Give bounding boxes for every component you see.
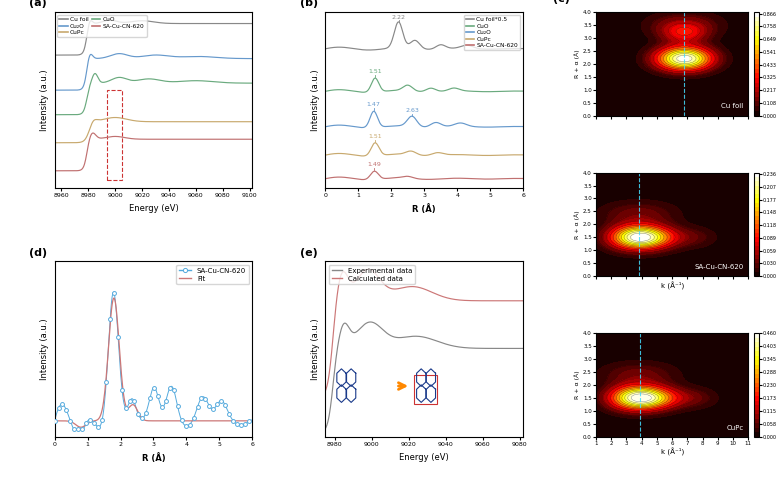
Text: Cu foil: Cu foil	[721, 103, 744, 109]
X-axis label: k (Å⁻¹): k (Å⁻¹)	[661, 447, 684, 456]
Text: 2.22: 2.22	[392, 14, 406, 20]
Y-axis label: R + α (Å): R + α (Å)	[575, 49, 580, 78]
Text: (b): (b)	[300, 0, 318, 9]
Text: (c): (c)	[553, 0, 570, 4]
Y-axis label: Intensity (a.u.): Intensity (a.u.)	[311, 69, 319, 131]
Text: 1.47: 1.47	[367, 102, 381, 108]
Text: 2.63: 2.63	[405, 108, 419, 113]
Y-axis label: Intensity (a.u.): Intensity (a.u.)	[311, 318, 319, 380]
Y-axis label: R + α (Å): R + α (Å)	[575, 210, 580, 239]
Text: SA-Cu-CN-620: SA-Cu-CN-620	[694, 264, 744, 270]
Legend: Cu foil*0.5, CuO, Cu₂O, CuPc, SA-Cu-CN-620: Cu foil*0.5, CuO, Cu₂O, CuPc, SA-Cu-CN-6…	[464, 15, 520, 50]
Text: 1.49: 1.49	[368, 162, 382, 168]
Text: (e): (e)	[300, 248, 317, 258]
Text: CuPc: CuPc	[727, 425, 744, 431]
X-axis label: R (Å): R (Å)	[142, 453, 165, 463]
Y-axis label: Intensity (a.u.): Intensity (a.u.)	[40, 69, 49, 131]
Legend: SA-Cu-CN-620, Fit: SA-Cu-CN-620, Fit	[176, 265, 249, 284]
Text: (d): (d)	[29, 248, 47, 258]
Bar	[107, 90, 122, 180]
Text: 1.51: 1.51	[368, 134, 382, 139]
Text: 1.51: 1.51	[368, 69, 382, 74]
Y-axis label: Intensity (a.u.): Intensity (a.u.)	[40, 318, 49, 380]
Legend: Experimental data, Calculated data: Experimental data, Calculated data	[329, 265, 414, 284]
Text: (a): (a)	[29, 0, 47, 9]
X-axis label: k (Å⁻¹): k (Å⁻¹)	[661, 282, 684, 290]
X-axis label: R (Å): R (Å)	[412, 204, 436, 214]
Y-axis label: R + α (Å): R + α (Å)	[575, 371, 580, 399]
X-axis label: Energy (eV): Energy (eV)	[400, 453, 449, 462]
Legend: Cu foil, Cu₂O, CuPc, CuO, SA-Cu-CN-620: Cu foil, Cu₂O, CuPc, CuO, SA-Cu-CN-620	[58, 15, 146, 37]
X-axis label: Energy (eV): Energy (eV)	[129, 204, 178, 213]
